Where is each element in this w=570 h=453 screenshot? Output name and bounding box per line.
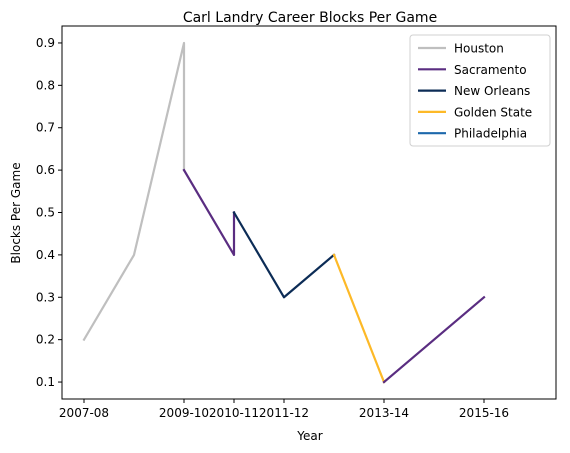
legend: Houston Sacramento New Orleans Golden State… [409,34,551,147]
series-line-golden-state [332,253,386,384]
y-axis: 0.1 0.2 0.3 0.4 0.5 0.6 0.7 0.8 0.9 [36,36,62,389]
x-tick-label: 2010-11 [209,406,259,420]
series-lines [82,41,486,384]
y-tick-label: 0.1 [36,375,55,389]
series-line-houston [82,41,186,342]
y-tick-label: 0.4 [36,248,55,262]
x-tick-label: 2015-16 [459,406,509,420]
legend-label-golden-state: Golden State [454,105,532,119]
legend-label-philadelphia: Philadelphia [454,127,527,141]
legend-label-sacramento: Sacramento [454,63,527,77]
legend-label-new-orleans: New Orleans [454,84,530,98]
y-tick-label: 0.7 [36,121,55,135]
chart-title: Carl Landry Career Blocks Per Game [183,10,437,26]
x-axis: 2007-08 2009-10 2010-11 2011-12 2013-14 2015-… [59,399,509,420]
x-axis-label: Year [296,429,322,443]
series-line-sacramento [382,295,486,384]
y-tick-label: 0.2 [36,333,55,347]
x-tick-label: 2011-12 [259,406,309,420]
y-tick-label: 0.3 [36,290,55,304]
series-line-sacramento [182,168,236,256]
legend-box [409,34,551,147]
y-axis-label: Blocks Per Game [9,162,23,263]
y-tick-label: 0.9 [36,36,55,50]
series-line-new-orleans [232,210,336,299]
y-tick-label: 0.6 [36,163,55,177]
y-tick-label: 0.8 [36,78,55,92]
x-tick-label: 2013-14 [359,406,409,420]
x-tick-label: 2009-10 [159,406,209,420]
legend-label-houston: Houston [454,42,504,56]
y-tick-label: 0.5 [36,206,55,220]
x-tick-label: 2007-08 [59,406,109,420]
